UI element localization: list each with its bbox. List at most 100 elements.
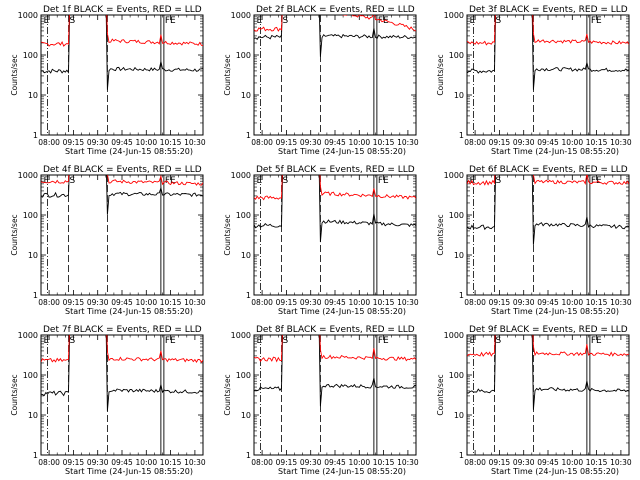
y-tick-label: 10: [28, 91, 38, 100]
x-tick-label: 10:30: [397, 138, 419, 147]
marker-label-fe: FE: [378, 176, 389, 186]
x-tick-label: 09:30: [87, 458, 109, 467]
x-axis-label: Start Time (24-Jun-15 08:55:20): [278, 147, 406, 156]
marker-label-fe: FE: [591, 176, 602, 186]
x-tick-label: 09:30: [87, 138, 109, 147]
x-tick-label: 10:15: [586, 298, 608, 307]
x-tick-label: 10:00: [561, 458, 583, 467]
y-axis-label: Counts/sec: [436, 374, 445, 415]
plot-frame: [466, 14, 630, 136]
events-series-line: [41, 335, 203, 412]
marker-label-s: S: [496, 336, 502, 346]
events-series-line: [254, 15, 416, 57]
detector-panel-4: Det 4f BLACK = Events, RED = LLD 1 10 100 10…: [10, 165, 206, 316]
x-tick-label: 10:15: [586, 138, 608, 147]
y-tick-label: 1000: [444, 331, 464, 340]
y-tick-label: 100: [449, 211, 464, 220]
x-tick-label: 10:30: [397, 298, 419, 307]
chart-title: Det 2f BLACK = Events, RED = LLD: [256, 5, 415, 15]
x-tick-label: 09:15: [276, 298, 298, 307]
x-tick-label: 10:30: [610, 458, 632, 467]
chart-title: Det 9f BLACK = Events, RED = LLD: [469, 325, 628, 335]
x-tick-label: 10:15: [160, 138, 182, 147]
detector-panel-8: Det 8f BLACK = Events, RED = LLD 1 10 100 10…: [223, 325, 419, 476]
y-tick-label: 100: [23, 211, 38, 220]
lld-series-line: [254, 15, 416, 32]
x-tick-label: 09:15: [276, 138, 298, 147]
x-axis-label: Start Time (24-Jun-15 08:55:20): [278, 467, 406, 476]
x-tick-label: 09:15: [63, 138, 85, 147]
x-tick-label: 09:30: [513, 298, 535, 307]
x-tick-label: 10:30: [610, 298, 632, 307]
lld-series-line: [467, 15, 629, 46]
x-tick-label: 09:45: [537, 458, 559, 467]
y-axis-label: Counts/sec: [10, 374, 19, 415]
lld-series-line: [254, 335, 416, 363]
x-tick-label: 09:30: [513, 458, 535, 467]
marker-label-e: E: [256, 16, 262, 26]
x-tick-label: 09:45: [537, 298, 559, 307]
lld-series-line: [41, 175, 203, 186]
x-tick-label: 10:30: [184, 138, 206, 147]
x-axis-label: Start Time (24-Jun-15 08:55:20): [491, 147, 619, 156]
x-tick-label: 10:15: [373, 298, 395, 307]
x-tick-label: 10:30: [184, 458, 206, 467]
detector-panel-9: Det 9f BLACK = Events, RED = LLD 1 10 100 10…: [436, 325, 632, 476]
x-tick-label: 10:00: [135, 458, 157, 467]
y-tick-label: 100: [449, 371, 464, 380]
y-axis-label: Counts/sec: [223, 54, 232, 95]
x-tick-label: 10:30: [184, 298, 206, 307]
x-tick-label: 09:30: [300, 458, 322, 467]
marker-label-e: E: [469, 176, 475, 186]
plot-frame: [253, 174, 417, 296]
chart-title: Det 4f BLACK = Events, RED = LLD: [43, 165, 202, 175]
y-tick-label: 10: [454, 411, 464, 420]
x-axis-label: Start Time (24-Jun-15 08:55:20): [65, 467, 193, 476]
y-axis-label: Counts/sec: [436, 214, 445, 255]
x-axis-label: Start Time (24-Jun-15 08:55:20): [491, 467, 619, 476]
y-tick-label: 1000: [444, 11, 464, 20]
y-axis-label: Counts/sec: [223, 214, 232, 255]
x-tick-label: 09:45: [111, 458, 133, 467]
x-tick-label: 09:30: [300, 298, 322, 307]
marker-label-s: S: [70, 336, 76, 346]
y-axis-label: Counts/sec: [10, 214, 19, 255]
detector-panel-6: Det 6f BLACK = Events, RED = LLD 1 10 100 10…: [436, 165, 632, 316]
x-tick-label: 08:00: [38, 138, 60, 147]
x-tick-label: 10:30: [397, 458, 419, 467]
plot-frame: [253, 14, 417, 136]
y-tick-label: 1: [33, 291, 38, 300]
y-tick-label: 10: [241, 251, 251, 260]
x-tick-label: 10:30: [610, 138, 632, 147]
x-axis-label: Start Time (24-Jun-15 08:55:20): [65, 147, 193, 156]
lld-series-line: [467, 175, 629, 186]
x-tick-label: 08:00: [38, 298, 60, 307]
marker-label-e: E: [43, 16, 49, 26]
x-tick-label: 08:00: [251, 298, 273, 307]
detector-panel-2: Det 2f BLACK = Events, RED = LLD 1 10 100 10…: [223, 5, 419, 156]
y-tick-label: 1: [459, 451, 464, 460]
marker-label-e: E: [469, 16, 475, 26]
x-tick-label: 10:00: [348, 458, 370, 467]
chart-title: Det 3f BLACK = Events, RED = LLD: [469, 5, 628, 15]
lld-series-line: [467, 335, 629, 357]
plot-frame: [40, 174, 204, 296]
x-tick-label: 09:45: [324, 458, 346, 467]
events-series-line: [467, 335, 629, 410]
marker-label-fe: FE: [378, 336, 389, 346]
x-tick-label: 09:15: [489, 298, 511, 307]
events-series-line: [41, 15, 203, 90]
y-tick-label: 1: [246, 451, 251, 460]
y-tick-label: 1: [246, 291, 251, 300]
y-tick-label: 1000: [18, 331, 38, 340]
x-tick-label: 09:45: [111, 138, 133, 147]
marker-label-e: E: [43, 336, 49, 346]
x-axis-label: Start Time (24-Jun-15 08:55:20): [65, 307, 193, 316]
plot-frame: [466, 334, 630, 456]
x-tick-label: 09:45: [111, 298, 133, 307]
x-axis-label: Start Time (24-Jun-15 08:55:20): [491, 307, 619, 316]
y-tick-label: 1000: [231, 331, 251, 340]
detector-panel-7: Det 7f BLACK = Events, RED = LLD 1 10 100 10…: [10, 325, 206, 476]
marker-label-e: E: [469, 336, 475, 346]
